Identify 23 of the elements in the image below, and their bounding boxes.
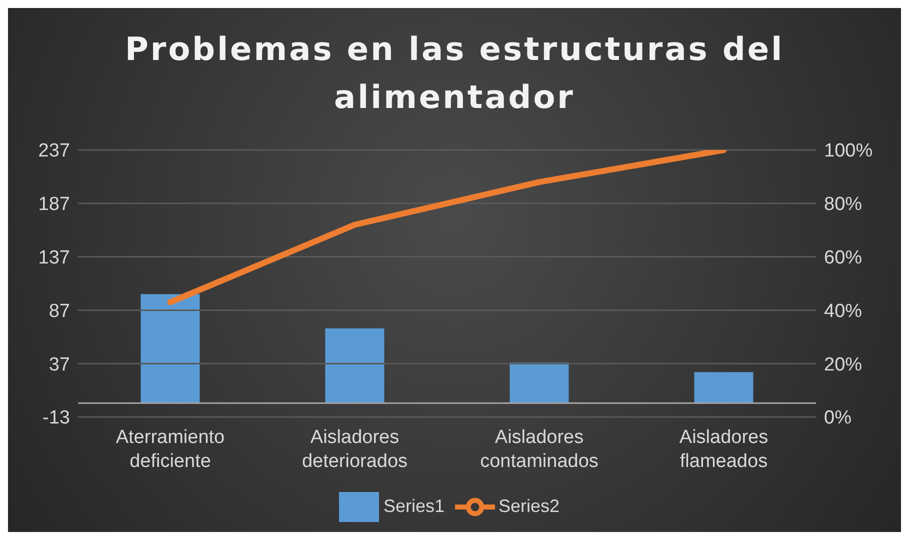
y2-tick-label: 80% [824, 194, 862, 216]
y-tick-label: 87 [48, 300, 70, 322]
y2-tick-label: 100% [824, 140, 873, 162]
x-tick-label: Aterramiento deficiente [116, 427, 225, 472]
y-tick-label: 137 [38, 248, 70, 269]
x-tick-label: Aisladores deteriorados [302, 427, 408, 472]
bar [140, 294, 200, 404]
bar [325, 328, 384, 404]
y2-tick-label: 40% [824, 300, 862, 322]
legend-label: Series1 [383, 496, 444, 516]
x-tick-label: Aisladores flameados [679, 427, 768, 472]
bar [510, 362, 569, 404]
y-tick-label: 237 [38, 140, 70, 162]
y2-tick-label: 0% [824, 408, 852, 429]
y2-tick-label: 60% [824, 248, 862, 269]
chart-title: Problemas en las estructuras del alimentador [124, 29, 786, 118]
y-tick-label: 187 [38, 194, 70, 216]
bar [694, 372, 754, 404]
y-tick-label: -13 [42, 408, 70, 429]
legend-label: Series2 [498, 496, 560, 516]
y-tick-label: 37 [48, 354, 70, 376]
x-tick-label: Aisladores contaminados [480, 427, 598, 472]
y2-tick-label: 20% [824, 354, 862, 376]
